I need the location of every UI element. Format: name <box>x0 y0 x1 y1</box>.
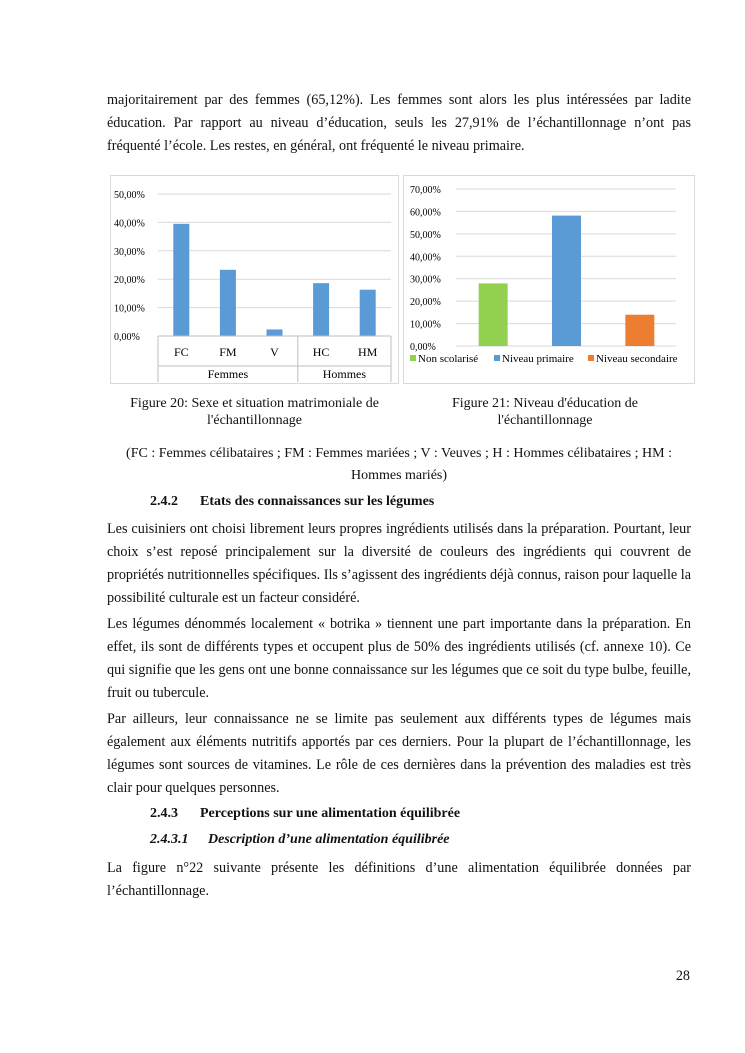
chart-figure-20: 0,00% 10,00% 20,00% 30,00% 40,00% 50,00% FC FM V… <box>110 175 399 384</box>
y-tick-label: 50,00% <box>114 190 145 201</box>
heading-text: Description d’une alimentation équilibré… <box>208 832 450 847</box>
legend-swatch <box>494 355 500 361</box>
legend-label: Niveau primaire <box>502 353 574 365</box>
abbreviation-note: (FC : Femmes célibataires ; FM : Femmes … <box>126 446 672 483</box>
caption-figure-21: Figure 21: Niveau d'éducation de l'échan… <box>451 396 639 428</box>
legend-label: Non scolarisé <box>418 353 478 365</box>
page-number: 28 <box>675 968 690 984</box>
bar-Niveau secondaire <box>625 314 655 346</box>
paragraph-intro: majoritairement par des femmes (65,12%).… <box>107 92 691 154</box>
bar-HM <box>359 289 376 336</box>
x-tick-label: V <box>270 345 279 359</box>
x-tick-label: HC <box>313 345 330 359</box>
y-tick-label: 50,00% <box>410 230 441 241</box>
legend-swatch <box>410 355 416 361</box>
y-tick-label: 60,00% <box>410 207 441 218</box>
y-tick-label: 20,00% <box>114 275 145 286</box>
bar-Non scolarisé <box>478 283 508 346</box>
heading-2-4-2: 2.4.2 Etats des connaissances sur les lég… <box>150 494 434 510</box>
heading-number: 2.4.3.1 <box>150 832 189 847</box>
x-tick-label: FC <box>174 345 189 359</box>
y-tick-label: 30,00% <box>410 275 441 286</box>
bar-HC <box>313 283 330 336</box>
caption-figure-20: Figure 20: Sexe et situation matrimonial… <box>130 396 379 428</box>
y-tick-label: 30,00% <box>114 247 145 258</box>
paragraph-nutrients: Par ailleurs, leur connaissance ne se li… <box>107 711 691 796</box>
group-label: Hommes <box>323 367 367 381</box>
heading-number: 2.4.3 <box>150 806 178 821</box>
legend-swatch <box>588 355 594 361</box>
legend-label: Niveau secondaire <box>596 353 678 365</box>
bar-V <box>266 329 283 336</box>
x-tick-label: HM <box>358 345 378 359</box>
chart-sexe-situation-svg: 0,00% 10,00% 20,00% 30,00% 40,00% 50,00% FC FM V… <box>114 190 392 382</box>
y-tick-label: 40,00% <box>410 252 441 263</box>
bar-FC <box>173 223 190 336</box>
y-tick-label: 10,00% <box>114 304 145 315</box>
heading-2-4-3-1: 2.4.3.1 Description d’une alimentation éq… <box>150 832 450 848</box>
y-tick-label: 10,00% <box>410 320 441 331</box>
paragraph-botrika: Les légumes dénommés localement « botrik… <box>107 616 691 701</box>
x-tick-label: FM <box>219 345 237 359</box>
group-label: Femmes <box>208 367 249 381</box>
bar-Niveau primaire <box>552 215 581 346</box>
chart-figure-21: 0,00% 10,00% 20,00% 30,00% 40,00% 50,00% 60,00… <box>403 175 695 384</box>
heading-text: Perceptions sur une alimentation équilib… <box>200 806 461 821</box>
y-tick-label: 0,00% <box>114 332 140 343</box>
heading-2-4-3: 2.4.3 Perceptions sur une alimentation éq… <box>150 806 460 822</box>
y-tick-label: 70,00% <box>410 185 441 196</box>
paragraph-ingredients: Les cuisiniers ont choisi librement leur… <box>107 521 691 606</box>
heading-number: 2.4.2 <box>150 494 178 509</box>
y-tick-label: 40,00% <box>114 218 145 229</box>
bar-FM <box>219 269 236 336</box>
y-tick-label: 20,00% <box>410 297 441 308</box>
chart-niveau-education-svg: 0,00% 10,00% 20,00% 30,00% 40,00% 50,00% 60,00… <box>410 185 678 365</box>
heading-text: Etats des connaissances sur les légumes <box>200 494 435 509</box>
y-tick-label: 0,00% <box>410 342 436 353</box>
paragraph-figure-22-intro: La figure n°22 suivante présente les déf… <box>107 860 691 899</box>
